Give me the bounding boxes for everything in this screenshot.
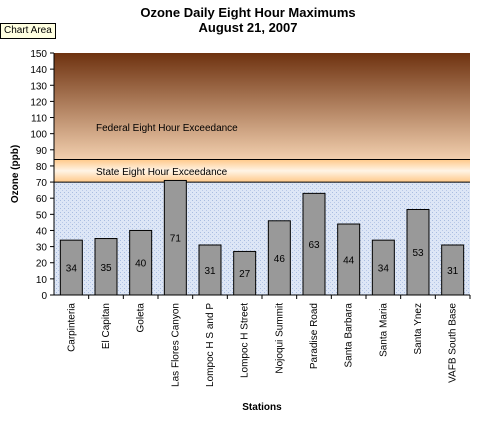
y-tick-label: 140 <box>30 65 47 76</box>
data-label: 40 <box>135 259 147 270</box>
y-tick-label: 0 <box>41 291 47 302</box>
x-tick-label: Lompoc H Street <box>240 303 251 378</box>
data-label: 34 <box>66 264 78 275</box>
x-tick-label: Santa Barbara <box>344 303 355 368</box>
x-tick-label: El Capitan <box>101 303 112 349</box>
y-tick-label: 60 <box>36 194 48 205</box>
y-tick-label: 80 <box>36 162 48 173</box>
x-axis: Carpinteria El Capitan Goleta Las Flores Ca… <box>66 295 471 387</box>
x-tick-label: Carpinteria <box>66 303 77 352</box>
data-label: 71 <box>170 234 182 245</box>
x-tick-label: Las Flores Canyon <box>170 303 181 387</box>
data-label: 27 <box>239 269 251 280</box>
below-standard-zone <box>54 182 470 295</box>
y-tick-label: 30 <box>36 243 48 254</box>
y-tick-label: 150 <box>30 49 47 60</box>
y-tick-label: 40 <box>36 226 48 237</box>
y-axis: 0 10 20 30 40 50 60 70 80 90 100 110 120 130 140 150 <box>30 49 54 302</box>
bars: 34 35 40 71 31 27 46 63 44 34 53 31 <box>59 179 465 296</box>
x-tick-label: Santa Ynez <box>413 303 424 355</box>
x-tick-label: Paradise Road <box>309 303 320 369</box>
y-tick-label: 10 <box>36 275 48 286</box>
chart-subtitle: August 21, 2007 <box>198 20 298 35</box>
x-tick-label: Santa Maria <box>378 303 389 357</box>
data-label: 44 <box>343 256 355 267</box>
data-label: 31 <box>204 266 216 277</box>
y-tick-label: 90 <box>36 146 48 157</box>
chart-area-tooltip: Chart Area <box>0 23 56 39</box>
chart-title: Ozone Daily Eight Hour Maximums <box>140 5 356 20</box>
y-tick-label: 100 <box>30 130 47 141</box>
state-exceedance-zone <box>54 159 470 183</box>
y-axis-label: Ozone (ppb) <box>10 145 21 203</box>
y-tick-label: 20 <box>36 259 48 270</box>
data-label: 63 <box>308 240 320 251</box>
data-label: 31 <box>447 266 459 277</box>
data-label: 35 <box>100 263 112 274</box>
data-label: 34 <box>378 264 390 275</box>
state-exceedance-label: State Eight Hour Exceedance <box>96 167 228 178</box>
y-tick-label: 50 <box>36 210 48 221</box>
y-tick-label: 120 <box>30 97 47 108</box>
federal-exceedance-zone <box>54 53 470 160</box>
federal-exceedance-label: Federal Eight Hour Exceedance <box>96 123 238 134</box>
y-tick-label: 70 <box>36 178 48 189</box>
x-tick-label: Lompoc H S and P <box>205 303 216 387</box>
x-tick-label: Nojoqui Summit <box>274 303 285 374</box>
x-tick-label: VAFB South Base <box>448 303 459 383</box>
y-tick-label: 130 <box>30 81 47 92</box>
data-label: 53 <box>412 248 424 259</box>
x-axis-label: Stations <box>242 402 282 413</box>
x-tick-label: Goleta <box>136 303 147 333</box>
data-label: 46 <box>274 254 286 265</box>
y-tick-label: 110 <box>31 114 47 125</box>
